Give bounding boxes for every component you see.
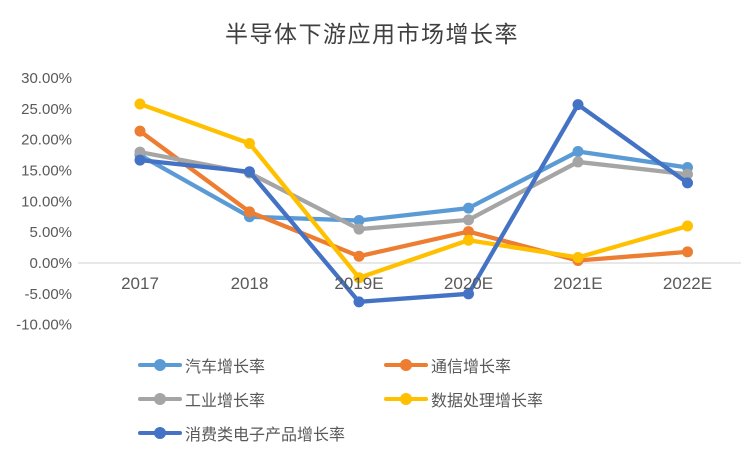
legend-label: 消费类电子产品增长率	[185, 427, 346, 444]
legend-item-3: 数据处理增长率	[384, 386, 543, 412]
series-line-1	[137, 128, 690, 263]
legend-line-marker-icon	[138, 427, 182, 439]
legend-line-marker-icon	[384, 393, 428, 405]
series-line-0	[137, 149, 690, 223]
legend-label: 数据处理增长率	[431, 393, 544, 410]
data-point	[682, 220, 693, 232]
legend-label: 汽车增长率	[185, 359, 266, 376]
legend-item-2: 工业增长率	[138, 386, 384, 412]
legend-item-0: 汽车增长率	[138, 352, 384, 378]
data-point	[353, 214, 365, 226]
y-axis-label: 10.00%	[21, 193, 72, 210]
data-point	[244, 166, 255, 178]
data-point	[353, 250, 365, 262]
y-axis-label: 5.00%	[29, 224, 72, 241]
x-axis-label: 2021E	[553, 274, 602, 293]
y-axis-label: 30.00%	[21, 70, 72, 87]
x-axis-label: 2017	[121, 274, 159, 293]
data-point	[134, 125, 146, 137]
legend-label: 通信增长率	[431, 359, 512, 376]
data-point	[682, 168, 693, 180]
y-axis-label: 0.00%	[29, 255, 72, 272]
data-point	[463, 226, 474, 238]
data-point	[134, 154, 146, 166]
legend-item-1: 通信增长率	[384, 352, 543, 378]
y-axis-label: 25.00%	[21, 101, 72, 118]
data-point	[463, 214, 474, 226]
data-point	[572, 156, 584, 168]
series-line-3	[137, 101, 690, 280]
legend-label: 工业增长率	[185, 393, 266, 410]
chart-legend: 汽车增长率 通信增长率工业增长率 数据处理增长率消费类电子产品增长率	[138, 352, 543, 446]
legend-line-marker-icon	[138, 393, 182, 405]
x-axis-label: 2018	[231, 274, 269, 293]
data-point	[682, 246, 693, 258]
x-axis-label: 2022E	[663, 274, 712, 293]
y-axis-label: -5.00%	[24, 286, 72, 303]
y-axis-label: 20.00%	[21, 132, 72, 149]
y-axis-label: 15.00%	[21, 163, 72, 180]
data-point	[353, 296, 365, 308]
data-point	[353, 272, 365, 284]
data-point	[463, 202, 474, 214]
data-point	[463, 234, 474, 246]
data-point	[682, 177, 693, 189]
legend-line-marker-icon	[384, 359, 428, 371]
data-point	[244, 206, 255, 218]
data-point	[463, 288, 474, 300]
chart-title: 半导体下游应用市场增长率	[225, 21, 519, 47]
y-axis-label: -10.00%	[16, 317, 72, 334]
x-axis-label: 2020E	[444, 274, 493, 293]
data-point	[134, 98, 146, 110]
data-point	[572, 99, 584, 111]
legend-item-4: 消费类电子产品增长率	[138, 420, 384, 446]
data-point	[572, 251, 584, 263]
data-point	[134, 146, 146, 158]
series-line-4	[137, 102, 690, 304]
x-axis-label: 2019E	[334, 274, 383, 293]
legend-line-marker-icon	[138, 359, 182, 371]
data-point	[244, 137, 255, 149]
data-point	[353, 223, 365, 235]
data-point	[572, 145, 584, 157]
